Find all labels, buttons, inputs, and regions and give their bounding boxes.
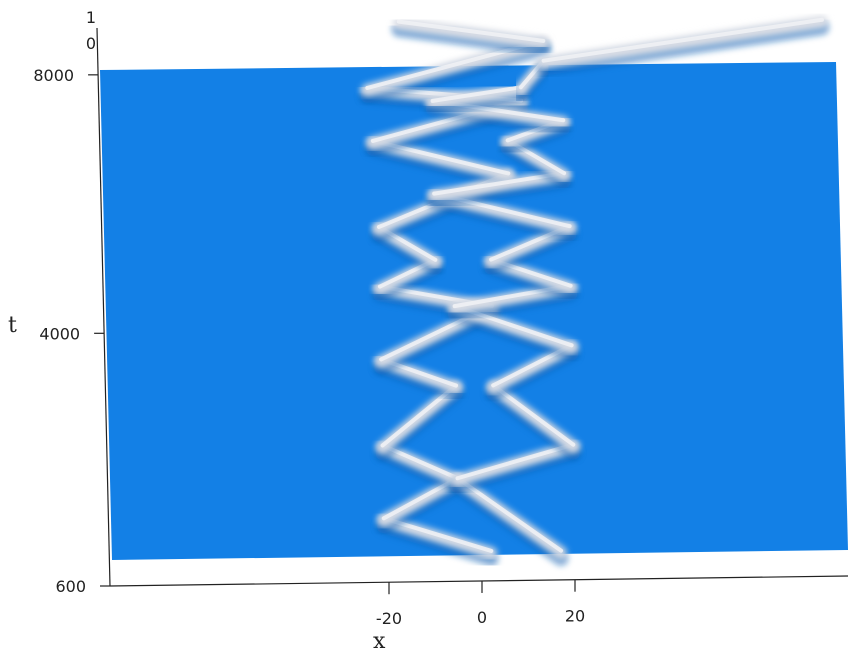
x-tick-label: 0 — [477, 608, 487, 627]
soliton-highlight — [396, 19, 546, 43]
x-tick-label: -20 — [376, 609, 402, 628]
t-axis-label: t — [8, 313, 17, 338]
soliton-highlight — [455, 442, 576, 481]
x-axis-line — [109, 575, 848, 587]
x-tick-label: 20 — [565, 607, 585, 626]
axes — [96, 27, 848, 587]
soliton-highlight — [430, 85, 523, 103]
z-tick-label: 1 — [86, 8, 96, 27]
t-tick-label: 600 — [55, 577, 86, 596]
ticks: -20 0 20 600 4000 8000 1 0 — [33, 8, 585, 628]
t-tick-label: 4000 — [39, 324, 80, 343]
soliton-highlight — [541, 17, 824, 63]
soliton-highlight — [491, 383, 576, 447]
t-axis-line — [96, 27, 111, 587]
t-tick-label: 8000 — [33, 66, 74, 85]
soliton-ridges — [360, 15, 829, 566]
soliton-highlight — [455, 476, 564, 553]
x-axis-label: x — [373, 629, 386, 648]
z-tick-label: 0 — [86, 34, 96, 53]
